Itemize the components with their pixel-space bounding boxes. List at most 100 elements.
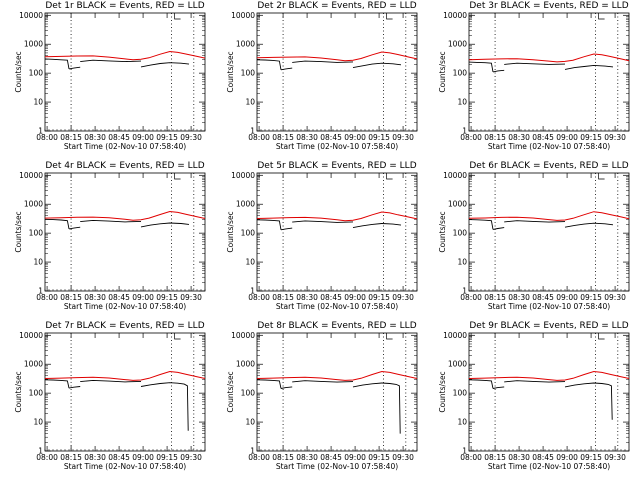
x-tick-label: 09:00 <box>132 453 154 462</box>
lld-series-line <box>468 211 630 221</box>
events-series-line <box>280 67 293 71</box>
x-tick-label: 09:15 <box>368 133 390 142</box>
y-tick-label: 1000 <box>236 40 255 49</box>
x-tick-label: 08:30 <box>508 293 530 302</box>
events-series-line <box>564 64 614 70</box>
lld-series-line <box>44 210 206 221</box>
events-series-line <box>280 386 293 389</box>
y-tick-label: 1000 <box>448 360 467 369</box>
y-tick-label: 10 <box>33 98 43 107</box>
y-axis-label: Counts/sec <box>14 371 23 412</box>
x-tick-label: 08:30 <box>84 133 106 142</box>
events-series-line <box>292 380 354 383</box>
y-tick-label: 1 <box>250 127 255 136</box>
x-tick-label: 09:30 <box>180 133 202 142</box>
x-tick-label: 08:00 <box>248 453 270 462</box>
flag-marker <box>174 333 181 340</box>
plot-frame <box>468 12 630 132</box>
flag-marker <box>598 13 605 20</box>
flag-marker <box>386 333 393 340</box>
y-axis-label: Counts/sec <box>226 211 235 252</box>
x-tick-label: 08:30 <box>84 293 106 302</box>
x-tick-label: 09:00 <box>132 293 154 302</box>
y-tick-label: 10000 <box>443 171 467 180</box>
x-tick-label: 09:30 <box>180 453 202 462</box>
x-tick-label: 08:00 <box>460 453 482 462</box>
chart-title: Det 7r BLACK = Events, RED = LLD <box>45 321 204 331</box>
y-tick-label: 1 <box>250 287 255 296</box>
x-tick-label: 09:00 <box>556 453 578 462</box>
chart-title: Det 9r BLACK = Events, RED = LLD <box>469 321 628 331</box>
x-tick-label: 09:30 <box>392 293 414 302</box>
y-tick-label: 10000 <box>19 171 43 180</box>
events-series-line <box>492 227 505 230</box>
y-tick-label: 100 <box>29 389 44 398</box>
x-tick-label: 08:15 <box>484 453 506 462</box>
events-series-line <box>492 386 505 389</box>
y-tick-label: 100 <box>241 389 256 398</box>
events-series-line <box>44 379 70 389</box>
plot-frame <box>468 172 630 292</box>
events-series-line <box>140 382 189 431</box>
lld-series-line <box>256 211 418 222</box>
x-tick-label: 08:30 <box>508 133 530 142</box>
x-tick-label: 08:45 <box>320 133 342 142</box>
x-tick-label: 08:00 <box>460 293 482 302</box>
x-tick-label: 09:30 <box>392 453 414 462</box>
events-series-line <box>504 380 566 383</box>
y-tick-label: 1000 <box>448 40 467 49</box>
y-tick-label: 100 <box>453 389 468 398</box>
y-axis-label: Counts/sec <box>438 371 447 412</box>
events-series-line <box>80 379 142 383</box>
plot-frame <box>256 172 418 292</box>
flag-marker <box>386 173 393 180</box>
x-tick-label: 09:00 <box>556 133 578 142</box>
x-tick-label: 08:45 <box>320 453 342 462</box>
y-tick-label: 10000 <box>231 171 255 180</box>
events-series-line <box>140 222 190 228</box>
events-series-line <box>68 386 81 389</box>
chart-title: Det 4r BLACK = Events, RED = LLD <box>45 161 204 171</box>
x-tick-label: 08:00 <box>248 293 270 302</box>
chart-title: Det 2r BLACK = Events, RED = LLD <box>257 1 416 11</box>
chart-panel-6: Det 6r BLACK = Events, RED = LLD 08:00 08:… <box>438 161 630 311</box>
y-axis-label: Counts/sec <box>438 211 447 252</box>
events-series-line <box>292 220 354 223</box>
events-series-line <box>352 382 401 434</box>
x-tick-label: 08:15 <box>272 453 294 462</box>
flag-marker <box>174 173 181 180</box>
events-series-line <box>80 59 142 63</box>
x-tick-label: 08:15 <box>272 133 294 142</box>
events-series-line <box>256 379 282 389</box>
events-series-line <box>44 218 70 229</box>
chart-title: Det 6r BLACK = Events, RED = LLD <box>469 161 628 171</box>
x-tick-label: 09:15 <box>580 293 602 302</box>
x-tick-label: 08:45 <box>532 453 554 462</box>
x-tick-label: 08:00 <box>248 133 270 142</box>
events-series-line <box>564 382 613 420</box>
events-series-line <box>352 62 402 69</box>
y-tick-label: 100 <box>241 229 256 238</box>
y-tick-label: 10 <box>245 418 255 427</box>
events-series-line <box>280 227 293 231</box>
x-tick-label: 08:00 <box>460 133 482 142</box>
x-axis-label: Start Time (02-Nov-10 07:58:40) <box>64 462 186 471</box>
y-tick-label: 1000 <box>24 200 43 209</box>
y-tick-label: 10 <box>457 258 467 267</box>
plot-frame <box>44 172 206 292</box>
events-series-line <box>44 58 70 69</box>
x-tick-label: 08:45 <box>108 133 130 142</box>
plot-frame <box>468 332 630 452</box>
x-tick-label: 08:30 <box>296 293 318 302</box>
x-tick-label: 08:00 <box>36 453 58 462</box>
x-tick-label: 09:30 <box>604 293 626 302</box>
y-tick-label: 10000 <box>231 331 255 340</box>
